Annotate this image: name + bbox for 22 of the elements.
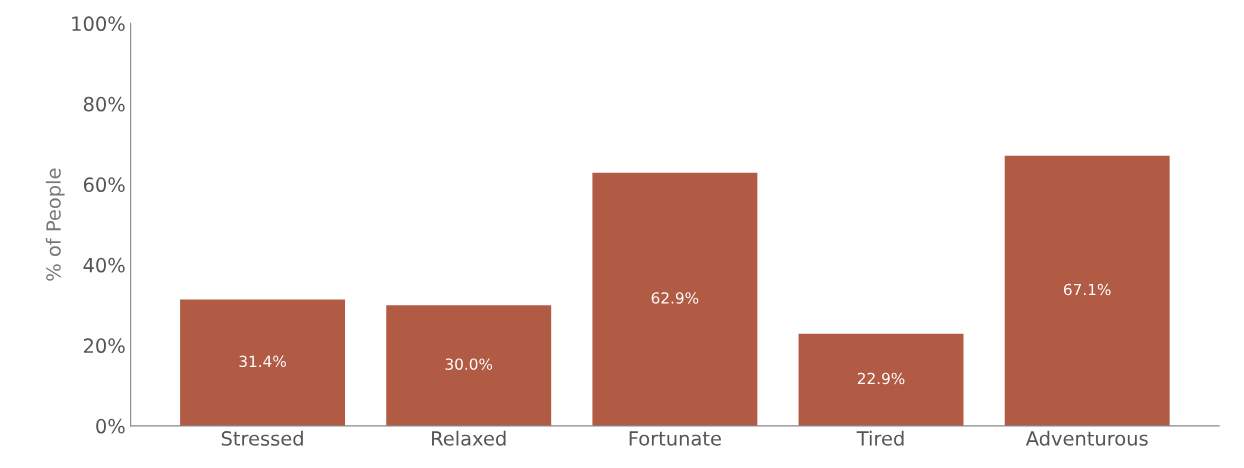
y-tick-label: 20% — [83, 338, 125, 354]
y-axis-title: % of People — [45, 168, 65, 281]
data-label: 31.4% — [239, 355, 286, 368]
data-label: 67.1% — [1063, 283, 1111, 296]
y-tick-label: 0% — [96, 418, 125, 434]
y-tick-label: 40% — [83, 257, 125, 273]
data-label: 62.9% — [651, 292, 699, 304]
bar — [180, 299, 346, 426]
bar — [798, 333, 964, 426]
bar — [386, 305, 552, 426]
y-tick-label: 100% — [72, 16, 125, 32]
x-tick-label: Tired — [856, 430, 904, 446]
x-tick-label: Adventurous — [1025, 430, 1148, 446]
data-label: 30.0% — [445, 358, 493, 370]
y-tick-label: 80% — [83, 96, 125, 112]
x-tick-label: Relaxed — [432, 430, 506, 446]
y-tick-label: 60% — [83, 177, 125, 193]
x-tick-label: Fortunate — [629, 431, 721, 446]
data-label: 22.9% — [857, 372, 905, 385]
bar — [592, 172, 758, 426]
x-tick-label: Stressed — [221, 430, 303, 446]
bar — [1004, 155, 1170, 426]
